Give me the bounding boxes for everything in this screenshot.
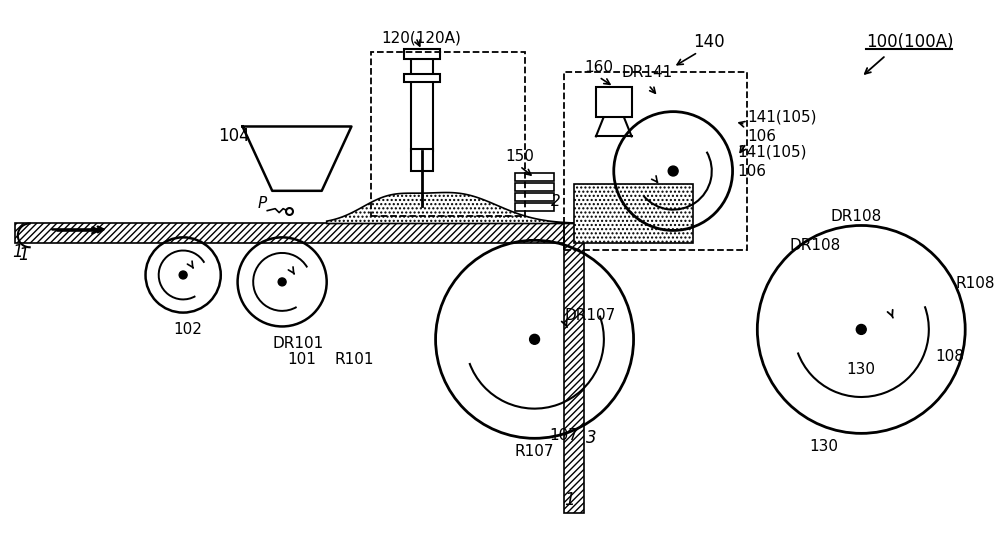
Bar [15, 223, 584, 243]
Circle shape [668, 166, 678, 176]
Bar [564, 72, 747, 250]
Text: DR141: DR141 [622, 65, 673, 80]
Text: DR107: DR107 [564, 307, 616, 323]
Bar [515, 203, 554, 210]
Text: 102: 102 [173, 323, 202, 337]
Circle shape [179, 271, 187, 279]
Text: DR108: DR108 [830, 209, 881, 223]
Bar [574, 184, 693, 243]
Bar [404, 49, 440, 59]
Text: 1: 1 [18, 246, 28, 264]
Text: 107: 107 [549, 428, 578, 443]
Text: 141(105): 141(105) [747, 110, 817, 125]
Text: 120(120A): 120(120A) [381, 31, 461, 45]
Text: P: P [257, 196, 267, 211]
Text: 108: 108 [936, 349, 964, 364]
Polygon shape [327, 192, 614, 223]
Text: 150: 150 [505, 149, 534, 164]
Text: 104: 104 [218, 128, 249, 146]
Text: 1: 1 [564, 490, 575, 508]
Text: R107: R107 [515, 444, 554, 459]
Text: 100(100A): 100(100A) [866, 33, 954, 51]
Text: 3: 3 [586, 429, 597, 447]
Text: DR108: DR108 [790, 238, 841, 253]
Text: 106: 106 [738, 164, 767, 179]
Bar [564, 223, 584, 512]
Text: DR101: DR101 [272, 336, 323, 351]
Bar [411, 149, 433, 171]
Text: 106: 106 [747, 129, 776, 144]
Text: 2: 2 [551, 193, 561, 209]
Circle shape [530, 335, 540, 344]
Bar [404, 74, 440, 82]
Bar [411, 52, 433, 151]
Text: R101: R101 [335, 352, 374, 367]
Text: 130: 130 [809, 439, 838, 454]
Bar [371, 52, 525, 216]
Bar [515, 183, 554, 191]
Text: 160: 160 [584, 60, 613, 75]
Bar [574, 184, 693, 243]
Circle shape [856, 324, 866, 335]
Circle shape [278, 278, 286, 286]
Bar [515, 193, 554, 201]
Bar [416, 57, 428, 151]
Text: 140: 140 [693, 33, 725, 51]
Text: 1: 1 [12, 243, 23, 261]
Bar [515, 173, 554, 181]
Text: R108: R108 [955, 276, 995, 291]
Bar [596, 87, 632, 117]
Text: 101: 101 [287, 352, 316, 367]
Text: 141(105): 141(105) [738, 144, 807, 159]
Text: 130: 130 [846, 362, 875, 377]
